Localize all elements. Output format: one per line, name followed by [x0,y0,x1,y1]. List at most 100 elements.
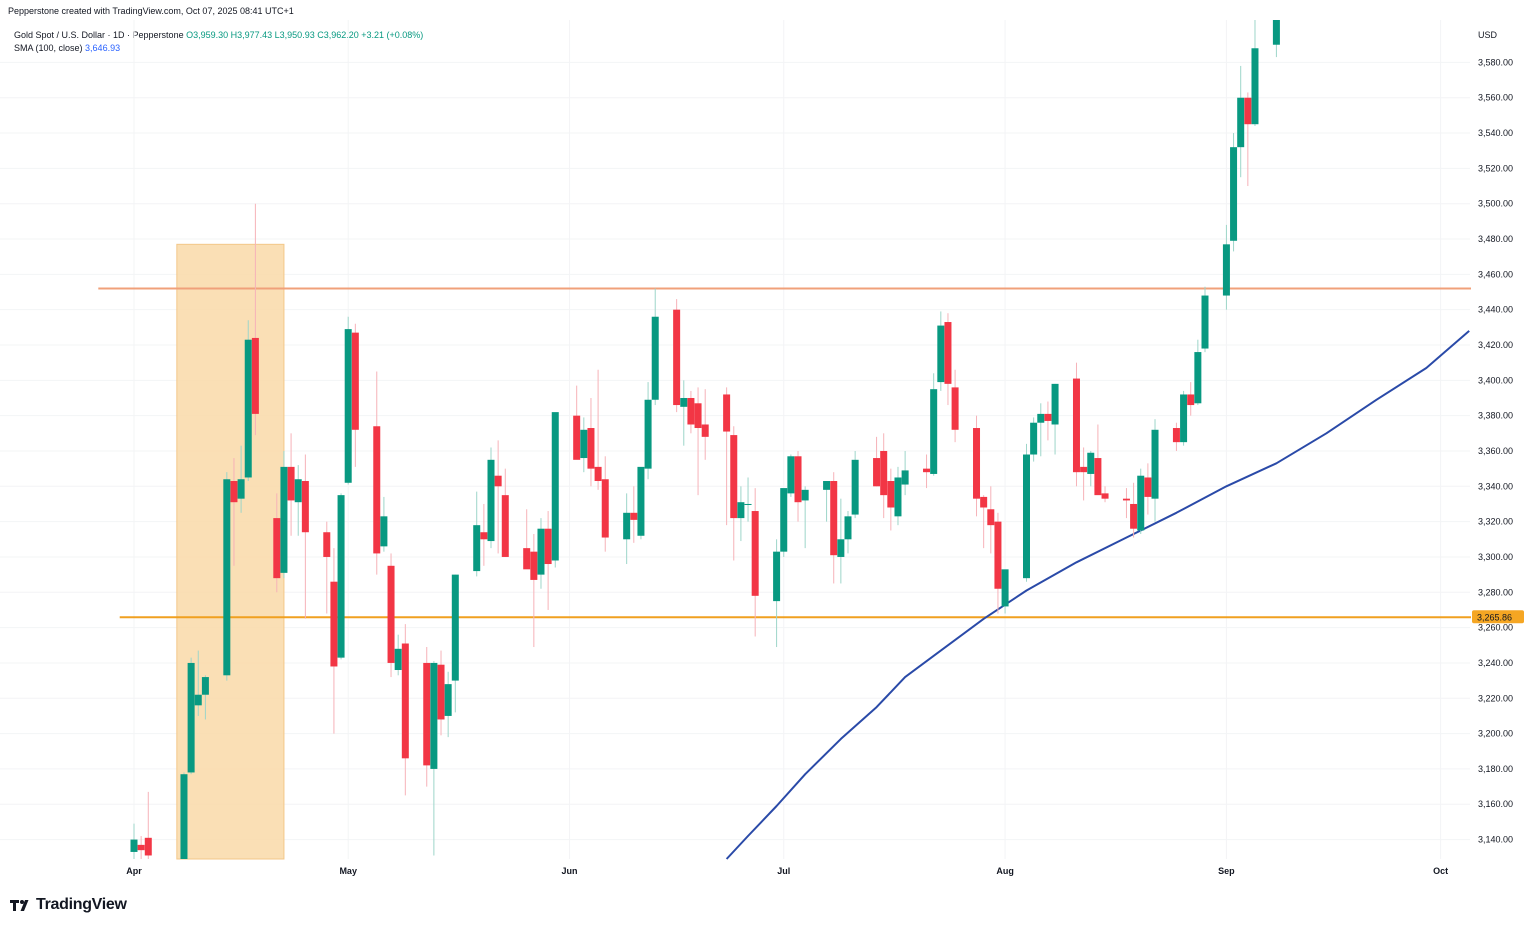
candle [1072,362,1080,487]
y-tick-label: 3,240.00 [1478,658,1513,668]
candle [273,493,281,593]
candle [380,496,388,552]
candle [1094,424,1102,496]
candle-body [523,548,531,570]
candle-body [351,332,359,430]
candle-body [837,539,845,557]
chart-attribution: Pepperstone created with TradingView.com… [8,6,294,16]
candle [537,518,545,589]
candle-body [323,532,331,557]
candle-body [980,496,988,508]
candle-body [1087,452,1095,474]
candle [1130,482,1138,538]
candle-body [1272,20,1280,45]
candle-body [873,458,881,487]
candle-body [1244,97,1252,125]
candle-body [787,456,795,494]
price-axis[interactable]: USD 3,140.00 3,160.00 3,180.00 3,200.00 3,220… [1472,30,1524,845]
candle-body [280,466,288,573]
y-tick-label: 3,260.00 [1478,623,1513,633]
sma-line [725,330,1470,860]
candle-body [223,479,231,676]
candle [180,772,188,859]
candle [1037,403,1045,457]
price-tag-bg [1472,610,1524,624]
candle-body [144,837,152,856]
candle-body [494,475,502,487]
candle [1187,382,1195,416]
y-tick-label: 3,520.00 [1478,163,1513,173]
candle-body [423,662,431,766]
candle-body [1222,244,1230,296]
candle [580,417,588,473]
y-tick-label: 3,140.00 [1478,835,1513,845]
candle-body [973,428,981,499]
candle [951,369,959,443]
candle-body [944,322,952,384]
candle [630,486,638,543]
candle [1080,447,1088,501]
candle [244,320,252,482]
candle [1044,401,1052,441]
candle-body [1051,383,1059,425]
candle [387,553,395,678]
candle-body [1251,48,1259,125]
candle-body [551,412,559,561]
candle-body [451,574,459,681]
candle [251,203,259,436]
candle-body [951,387,959,430]
candle-body [230,481,238,503]
candle [873,436,881,487]
legend-sma-value: 3,646.93 [85,43,121,53]
y-tick-label: 3,540.00 [1478,128,1513,138]
candle-body [1030,422,1038,455]
candle [487,447,495,549]
candle [1151,419,1159,522]
y-tick-label: 3,320.00 [1478,517,1513,527]
candle [880,433,888,519]
candle [337,493,345,660]
time-axis[interactable]: Apr May Jun Jul Aug Sep Oct [126,866,1448,876]
candle-body [694,403,702,429]
candle [623,493,631,565]
candles-layer [130,20,1280,859]
tradingview-logo[interactable]: TradingView [10,896,127,914]
candle [1244,92,1252,187]
candle-body [737,502,745,519]
candle-body [1080,466,1088,473]
candle-body [1137,475,1145,531]
candle [551,412,559,568]
candle [737,486,745,542]
candle [394,634,402,676]
candle-body [237,479,245,499]
candle-body [823,481,831,490]
y-tick-label: 3,300.00 [1478,552,1513,562]
candle [494,440,502,554]
candle-body [287,466,295,501]
candle-body [1037,413,1045,423]
candle-body [180,774,188,859]
candle [1172,422,1180,451]
candle [637,466,645,540]
candle [723,387,731,526]
candle-body [344,329,352,483]
candle-body [1180,394,1188,443]
candle [373,371,381,575]
candle-body [487,459,495,542]
candle [280,450,288,579]
candle [980,495,988,549]
candle-body [1023,454,1030,579]
candle-body [830,481,838,556]
candle-body [573,415,581,460]
y-tick-label: 3,280.00 [1478,587,1513,597]
candle [544,511,552,610]
candle-body [637,466,645,536]
candle-body [430,662,438,769]
candle [1001,569,1009,614]
candle [230,458,238,566]
candle-body [751,511,759,596]
candle [501,468,509,557]
candle [444,671,452,738]
candle [1101,486,1109,503]
